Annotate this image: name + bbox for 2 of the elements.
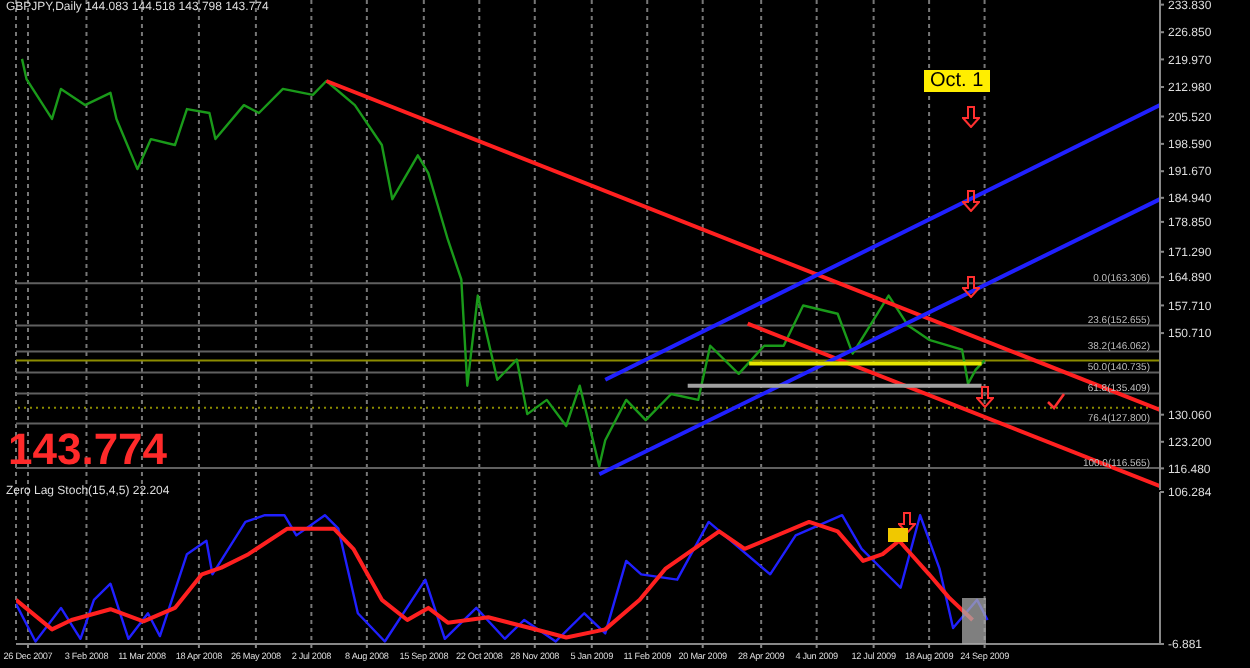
annotation: Oct. 1	[924, 70, 990, 92]
annotation: 143.774	[8, 424, 168, 476]
